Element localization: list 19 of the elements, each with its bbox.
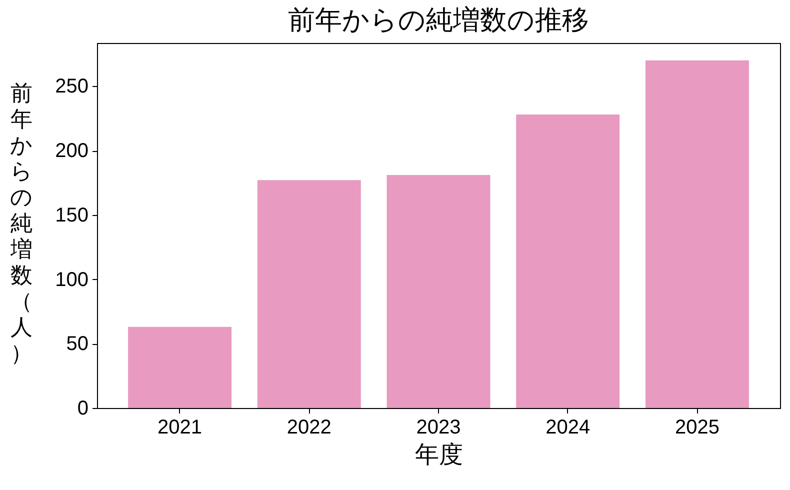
- y-tick-label: 100: [55, 268, 88, 291]
- y-tick-label: 200: [55, 140, 88, 162]
- bar: [645, 60, 749, 408]
- bar: [386, 174, 490, 408]
- x-axis-title: 年度: [415, 442, 463, 468]
- x-tick-label: 2021: [158, 416, 202, 438]
- y-tick-label: 50: [66, 333, 88, 356]
- text: 前年からの純増数（人）: [10, 80, 33, 366]
- bar: [128, 326, 232, 408]
- bar: [516, 114, 620, 408]
- y-tick-label: 250: [55, 76, 88, 98]
- y-tick-label: 150: [55, 204, 88, 226]
- x-tick-label: 2023: [416, 416, 461, 438]
- chart-title: 前年からの純増数の推移: [288, 5, 589, 35]
- x-tick-label: 2025: [674, 416, 720, 438]
- y-tick-label: 0: [77, 398, 88, 420]
- x-tick-label: 2024: [546, 416, 590, 438]
- x-tick-label: 2022: [286, 416, 332, 438]
- bar: [257, 180, 361, 408]
